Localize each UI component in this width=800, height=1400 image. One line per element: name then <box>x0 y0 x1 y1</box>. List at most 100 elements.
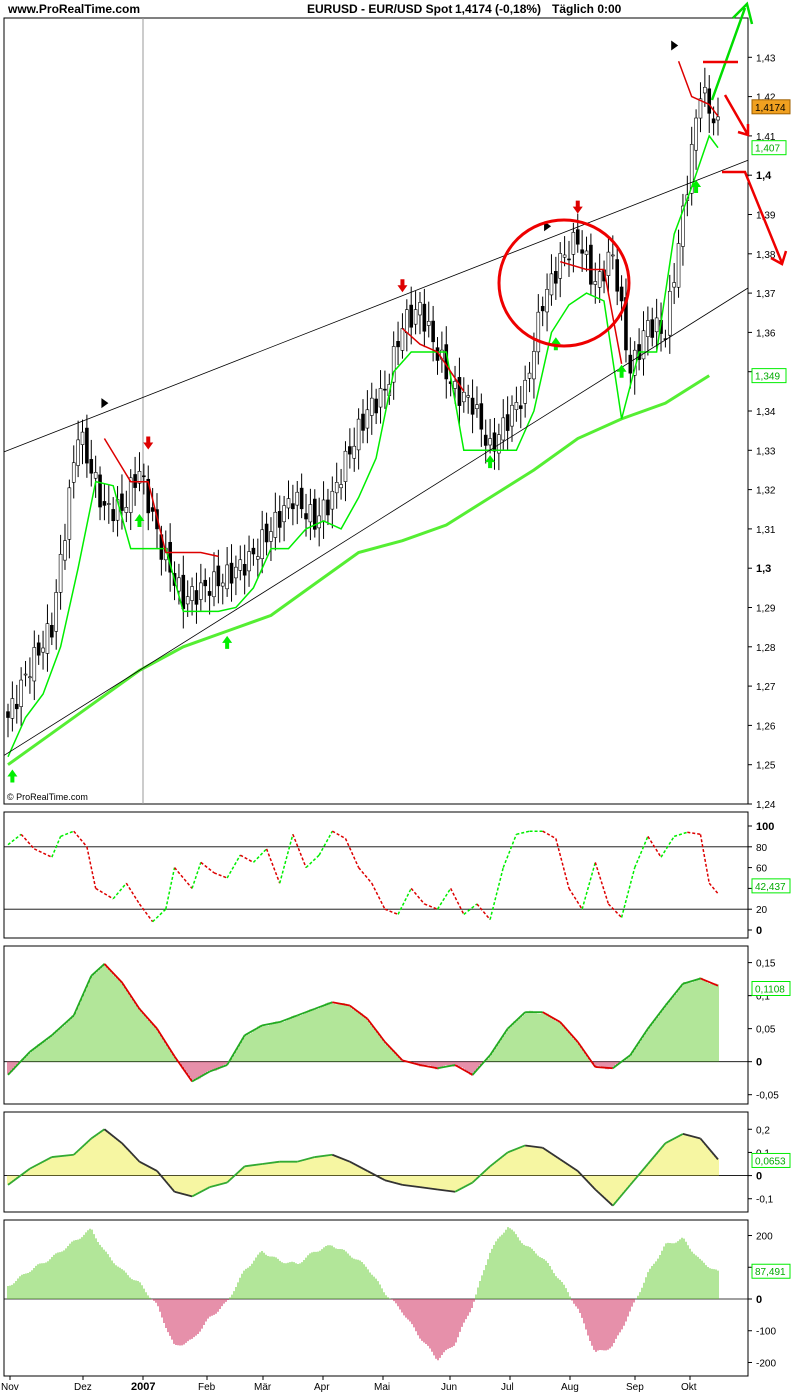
candle-body <box>14 703 19 710</box>
candle-body <box>676 243 681 288</box>
candle-body <box>667 290 672 336</box>
candle-body <box>646 320 650 337</box>
momentum-line-segment <box>594 1188 614 1207</box>
candle-body <box>111 509 115 522</box>
buy-arrow-icon <box>134 514 145 528</box>
candle-body <box>334 482 339 494</box>
candle-body <box>63 540 67 561</box>
candle-body <box>361 413 365 431</box>
stoch-segment <box>673 831 688 838</box>
candle-body <box>606 251 611 276</box>
candle-body <box>369 397 374 416</box>
site-url[interactable]: www.ProRealTime.com <box>7 2 140 16</box>
candle-body <box>19 679 23 707</box>
macd-line-segment <box>90 963 106 977</box>
stoch-segment <box>138 903 154 923</box>
momentum-line-segment <box>699 1137 719 1160</box>
2-tick-label: 0 <box>756 1057 762 1069</box>
candle-body <box>28 676 32 679</box>
candle-body <box>400 328 405 351</box>
macd-line-segment <box>700 977 719 987</box>
stoch-segment <box>424 903 438 910</box>
macd-line-segment <box>384 1041 404 1061</box>
candle-body <box>549 273 554 296</box>
candle-body <box>242 563 247 576</box>
momentum-line-segment <box>525 1144 543 1149</box>
stoch-segment <box>51 836 62 858</box>
buy-arrow-icon <box>222 635 233 649</box>
candle-body <box>181 574 186 610</box>
stoch-segment <box>542 830 557 840</box>
candle-body <box>479 403 484 430</box>
momentum-line-segment <box>507 1144 526 1154</box>
4-tick-label: -100 <box>756 1327 776 1338</box>
candle-body <box>492 432 497 452</box>
stoch-segment <box>436 887 452 910</box>
stoch-segment <box>581 862 597 910</box>
candle-body <box>295 491 300 506</box>
symbol-title: EURUSD - EUR/USD Spot <box>307 2 452 16</box>
stoch-segment <box>634 836 649 868</box>
candle-body <box>514 402 519 410</box>
candle-body <box>681 205 685 247</box>
candle-body <box>348 446 352 455</box>
candle-body <box>466 395 470 398</box>
stoch-segment <box>384 908 399 916</box>
supertrend-red-line <box>677 60 719 117</box>
candle-body <box>312 498 317 530</box>
candle-body <box>383 388 387 391</box>
annotations <box>497 1 788 348</box>
stoch-segment <box>331 830 346 840</box>
candle-body <box>220 582 225 587</box>
momentum-line-segment <box>577 1170 596 1191</box>
ma-badge-bg <box>751 368 787 384</box>
macd-line-segment <box>612 1054 631 1069</box>
momentum-line-segment <box>103 1128 123 1144</box>
stoch-segment <box>449 888 465 915</box>
candle-body <box>238 559 243 571</box>
candle-body <box>488 438 492 446</box>
candle-body <box>107 503 111 505</box>
candle-body <box>619 286 624 302</box>
macd-line-segment <box>121 981 141 1010</box>
candle-body <box>378 388 383 408</box>
candle-body <box>89 459 94 474</box>
momentum-value-badge-bg <box>751 1152 791 1168</box>
stoch-segment <box>620 867 636 918</box>
macd-line-segment <box>577 1041 597 1068</box>
momentum-line-segment <box>419 1186 438 1191</box>
candle-body <box>304 513 308 520</box>
momentum-line-segment <box>489 1151 509 1168</box>
momentum-value-badge: 0,0653 <box>755 1156 786 1167</box>
macd-line-segment <box>419 1064 438 1070</box>
candle-body <box>654 317 659 333</box>
stoch-segment <box>305 854 320 869</box>
support-badge: 1,407 <box>755 144 780 155</box>
candle-body <box>562 254 567 258</box>
candle-body <box>505 414 510 431</box>
highlight-circle <box>497 218 631 348</box>
0-tick-label: 1,33 <box>756 446 776 457</box>
buy-arrow-icon <box>7 769 18 783</box>
candle-body <box>343 450 348 482</box>
0-tick-label: 1,25 <box>756 761 776 772</box>
0-tick-label: 1,29 <box>756 604 776 615</box>
2-tick-label: 0,05 <box>756 1025 776 1036</box>
macd-line-segment <box>191 1070 211 1083</box>
macd-line-segment <box>296 1007 316 1017</box>
candle-body <box>207 591 212 596</box>
candle-body <box>58 553 63 593</box>
macd-line-segment <box>156 1028 176 1057</box>
candle-body <box>203 579 208 587</box>
candle-body <box>641 330 646 360</box>
candle-body <box>142 475 146 478</box>
candle-body <box>475 404 479 409</box>
macd-line-segment <box>366 1018 386 1043</box>
buy-arrow-icon <box>485 455 496 469</box>
candle-body <box>545 288 549 313</box>
x-tick-label: Nov <box>1 1382 19 1393</box>
macd-line-segment <box>682 977 701 985</box>
candle-body <box>225 564 229 590</box>
stoch-segment <box>568 887 583 910</box>
candle-body <box>216 565 221 587</box>
